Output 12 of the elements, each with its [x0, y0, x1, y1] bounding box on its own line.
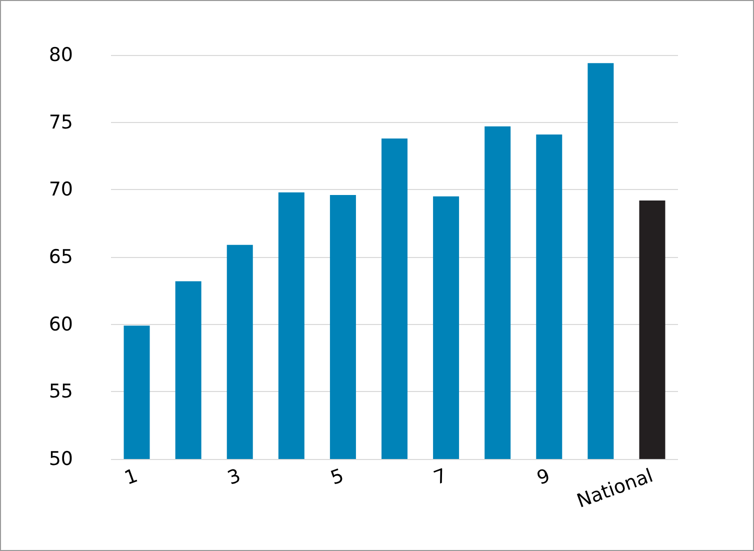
x-tick-label: 3 [224, 464, 244, 490]
x-tick-label: 1 [122, 464, 141, 490]
x-tick-label: 7 [430, 464, 450, 490]
y-tick-label: 70 [48, 178, 73, 201]
y-tick-label: 65 [48, 246, 73, 268]
x-tick-label: 5 [328, 464, 347, 490]
y-tick-label: 80 [48, 44, 73, 66]
y-tick-label: 50 [48, 448, 73, 470]
y-tick-label: 60 [48, 313, 73, 336]
y-tick-label: 55 [48, 380, 73, 403]
x-tick-label: 9 [534, 464, 553, 490]
y-tick-label: 75 [48, 111, 73, 134]
